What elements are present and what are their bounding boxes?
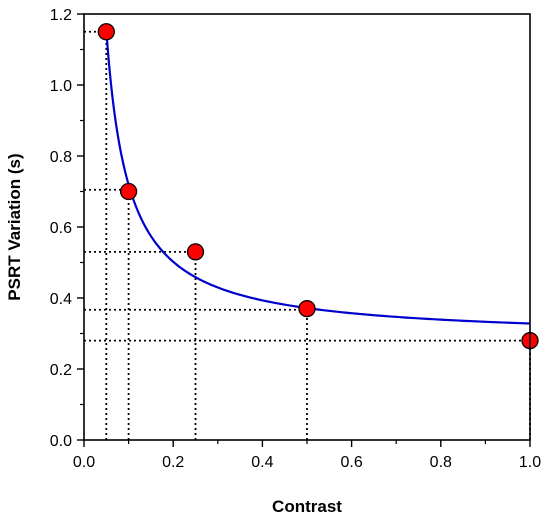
x-axis-ticks: 0.0 0.2 0.4 0.6 0.8 1.0 — [73, 440, 541, 471]
x-tick-label: 0.0 — [73, 454, 95, 471]
x-tick-label: 1.0 — [519, 454, 541, 471]
x-tick-label: 0.2 — [162, 454, 184, 471]
x-axis-title: Contrast — [272, 497, 342, 516]
y-tick-label: 0.0 — [50, 433, 72, 450]
y-axis-ticks: 0.0 0.2 0.4 0.6 0.8 1.0 1.2 — [50, 7, 84, 450]
x-tick-label: 0.6 — [340, 454, 362, 471]
data-point — [97, 23, 115, 41]
data-points — [97, 23, 539, 350]
data-point — [119, 182, 138, 201]
y-tick-label: 0.4 — [50, 291, 72, 308]
y-tick-label: 0.2 — [50, 362, 72, 379]
y-tick-label: 1.2 — [50, 7, 72, 24]
y-tick-label: 0.6 — [50, 220, 72, 237]
y-tick-label: 1.0 — [50, 78, 72, 95]
plot-frame — [83, 13, 531, 441]
data-point — [186, 243, 205, 261]
x-tick-label: 0.4 — [251, 454, 273, 471]
data-point — [298, 299, 316, 318]
x-tick-label: 0.8 — [430, 454, 452, 471]
y-tick-label: 0.8 — [50, 149, 72, 166]
fit-curve — [105, 30, 531, 325]
y-axis-title: PSRT Variation (s) — [5, 153, 24, 300]
